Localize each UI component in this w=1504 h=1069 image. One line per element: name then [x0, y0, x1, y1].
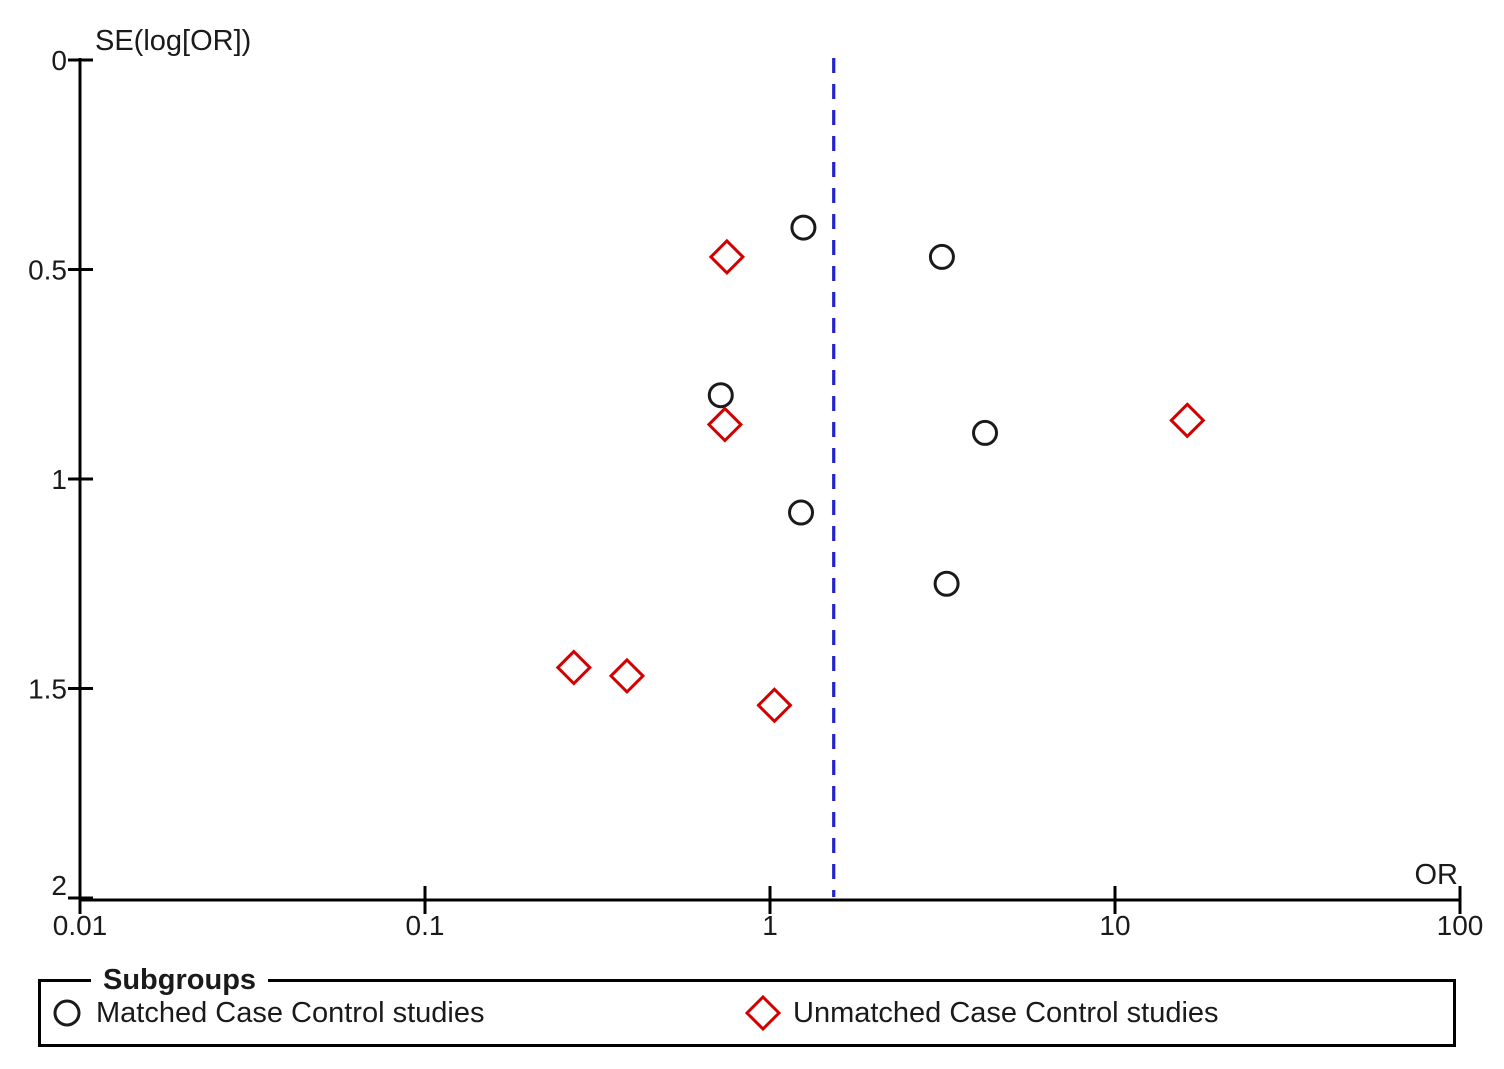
legend-label-matched: Matched Case Control studies: [96, 996, 485, 1029]
x-tick-label: 1: [762, 910, 778, 941]
data-point-diamond: [1169, 402, 1206, 439]
legend-box: Subgroups Matched Case Control studies U…: [38, 964, 1456, 1047]
y-tick-label: 0.5: [28, 255, 67, 286]
data-point-circle: [933, 570, 960, 597]
y-tick-label: 0: [51, 45, 67, 76]
x-tick-label: 10: [1099, 910, 1130, 941]
x-tick-label: 0.01: [53, 910, 108, 941]
legend-label-unmatched: Unmatched Case Control studies: [793, 996, 1219, 1029]
data-point-diamond: [608, 657, 646, 695]
x-tick-label: 0.1: [406, 910, 445, 941]
y-tick-label: 2: [51, 870, 67, 901]
data-point-circle: [972, 419, 999, 446]
diamond-marker-icon: [745, 995, 781, 1031]
data-point-circle: [790, 214, 817, 241]
y-tick-label: 1: [51, 464, 67, 495]
legend-item-unmatched: Unmatched Case Control studies: [745, 982, 1219, 1044]
data-point-circle: [788, 499, 815, 526]
data-point-diamond: [555, 649, 592, 686]
circle-marker-icon: [53, 999, 81, 1027]
y-tick-label: 1.5: [28, 674, 67, 705]
x-axis-title: OR: [1415, 859, 1459, 891]
x-tick-label: 100: [1437, 910, 1484, 941]
data-point-diamond: [756, 687, 793, 724]
data-point-circle: [928, 243, 955, 270]
data-point-diamond: [708, 238, 746, 276]
y-axis-title: SE(log[OR]): [95, 25, 251, 57]
data-point-diamond: [706, 406, 744, 443]
legend-title: Subgroups: [91, 964, 269, 996]
legend-item-matched: Matched Case Control studies: [50, 982, 484, 1044]
data-point-circle: [707, 382, 734, 409]
